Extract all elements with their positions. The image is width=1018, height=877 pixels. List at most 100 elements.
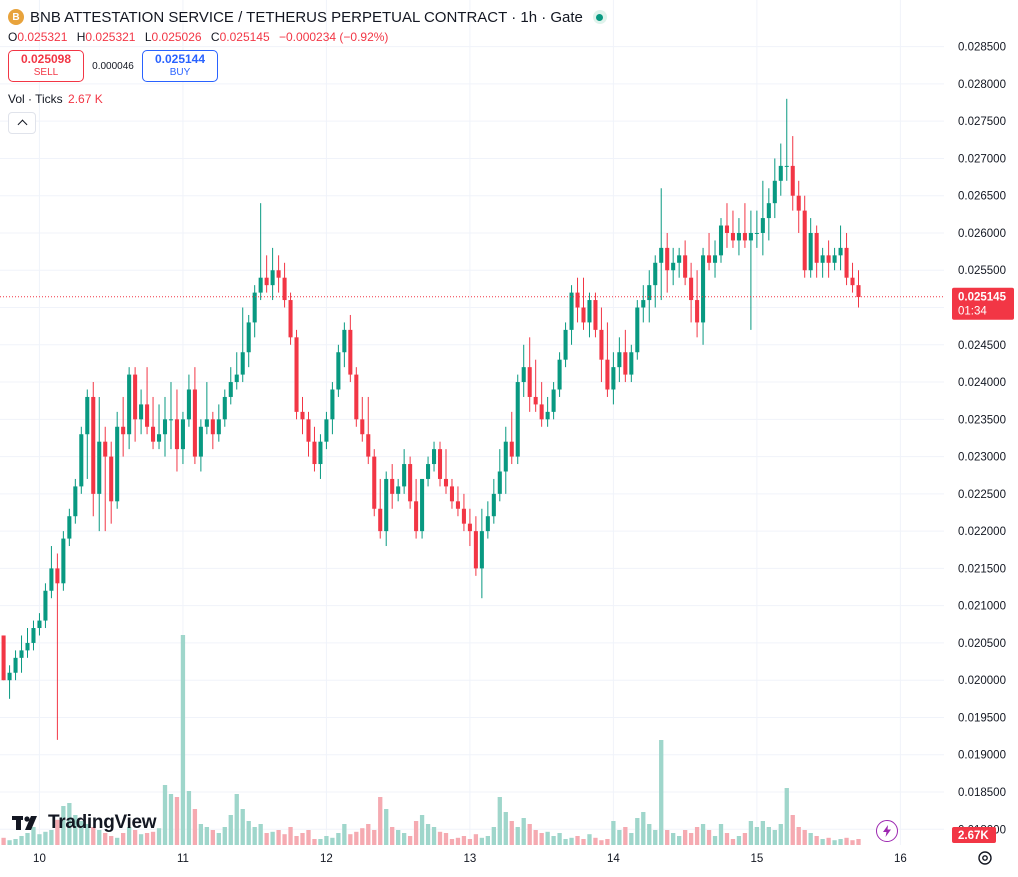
- candle-body: [856, 285, 861, 298]
- candle-body: [210, 419, 215, 435]
- symbol-title[interactable]: BNB ATTESTATION SERVICE / TETHERUS PERPE…: [30, 8, 583, 26]
- spread-value: 0.000046: [92, 60, 134, 72]
- volume-bar: [132, 830, 138, 845]
- volume-bar: [419, 815, 425, 845]
- price-tick-label: 0.019500: [958, 712, 1006, 724]
- volume-bar: [306, 830, 311, 845]
- volume-bar: [312, 839, 317, 845]
- candle-body: [838, 247, 843, 256]
- countdown-label: 01:34: [958, 306, 987, 318]
- volume-bar: [61, 806, 66, 845]
- candle-body: [246, 322, 251, 353]
- candle-body: [37, 620, 42, 629]
- candle-body: [67, 516, 72, 539]
- candle-body: [533, 396, 538, 405]
- candle-body: [348, 329, 353, 375]
- volume-bar: [366, 824, 371, 845]
- candle-body: [145, 404, 150, 427]
- candle-body: [360, 419, 365, 435]
- candle-body: [695, 300, 700, 323]
- volume-value-label-box: [952, 827, 996, 843]
- volume-bar: [216, 833, 221, 845]
- candle-body: [378, 508, 383, 532]
- candle-body: [151, 426, 156, 442]
- time-tick-label: 10: [33, 853, 46, 865]
- volume-bar: [682, 830, 688, 845]
- candle-body: [802, 210, 807, 271]
- volume-bar: [623, 827, 628, 845]
- volume-bar: [653, 830, 658, 845]
- collapse-legend-button[interactable]: [8, 112, 36, 134]
- volume-bar: [354, 831, 359, 845]
- price-tick-label: 0.024000: [958, 377, 1006, 389]
- candle-body: [79, 434, 84, 487]
- candle-body: [557, 359, 562, 390]
- tradingview-mark-icon: [12, 816, 37, 830]
- candle-body: [13, 657, 18, 673]
- candle-body: [402, 464, 407, 487]
- candle-body: [270, 270, 275, 286]
- candle-body: [426, 464, 431, 479]
- candle-body: [103, 441, 108, 457]
- sell-button[interactable]: 0.025098 SELL: [8, 50, 84, 82]
- time-axis[interactable]: 10 11 12 13 14 15 16: [0, 845, 944, 872]
- buy-button[interactable]: 0.025144 BUY: [142, 50, 218, 82]
- lightning-icon[interactable]: [876, 820, 898, 842]
- candle-body: [162, 419, 168, 435]
- volume-bar: [144, 833, 150, 845]
- volume-bar: [539, 833, 544, 845]
- candle-body: [318, 441, 323, 465]
- volume-bar: [360, 828, 365, 845]
- volume-bar: [198, 824, 204, 845]
- volume-bar: [569, 837, 574, 845]
- candle-body: [754, 232, 759, 234]
- volume-bar: [694, 827, 700, 845]
- price-tick-label: 0.023500: [958, 414, 1006, 426]
- candle-body: [192, 389, 197, 457]
- volume-bar: [276, 830, 281, 845]
- volume-bar: [449, 839, 455, 845]
- low-label: L: [144, 30, 152, 44]
- price-axis[interactable]: 0.028500 0.028000 0.027500 0.027000 0.026500…: [944, 0, 1018, 872]
- candle-body: [736, 232, 741, 241]
- volume-bar: [390, 827, 395, 845]
- volume-bar: [228, 815, 233, 845]
- volume-bar: [527, 824, 532, 845]
- volume-bar: [240, 809, 245, 845]
- price-tick-label: 0.027500: [958, 116, 1006, 128]
- candle-body: [473, 531, 478, 569]
- volume-bar: [43, 831, 48, 845]
- volume-bar: [820, 839, 825, 845]
- candle-body: [168, 419, 174, 421]
- candle-body: [216, 419, 221, 435]
- gear-icon[interactable]: [976, 849, 994, 867]
- volume-bar: [222, 827, 227, 845]
- volume-bar: [31, 827, 36, 845]
- price-tick-label: 0.021000: [958, 601, 1006, 613]
- volume-bar: [814, 836, 819, 845]
- volume-bar: [796, 827, 801, 845]
- volume-bar: [515, 827, 520, 845]
- candle-body: [366, 434, 371, 457]
- tradingview-logo[interactable]: TradingView: [12, 812, 157, 834]
- volume-bar: [174, 797, 180, 845]
- volume-bar: [121, 833, 126, 845]
- volume-bar: [79, 821, 84, 845]
- price-tick-label: 0.028000: [958, 79, 1006, 91]
- candle-body: [832, 255, 837, 263]
- volume-bar: [73, 815, 78, 845]
- volume-legend[interactable]: Vol · Ticks 2.67 K: [8, 92, 607, 106]
- volume-bar: [754, 827, 760, 845]
- volume-bar: [204, 827, 210, 845]
- price-tick-label: 0.022000: [958, 526, 1006, 538]
- candle-body: [455, 501, 460, 509]
- candle-body: [276, 270, 281, 278]
- time-tick-label: 12: [320, 853, 333, 865]
- candle-body: [115, 426, 120, 502]
- volume-bar: [551, 836, 556, 845]
- volume-bar: [246, 821, 251, 845]
- volume-bar: [473, 834, 479, 845]
- candle-body: [796, 195, 801, 211]
